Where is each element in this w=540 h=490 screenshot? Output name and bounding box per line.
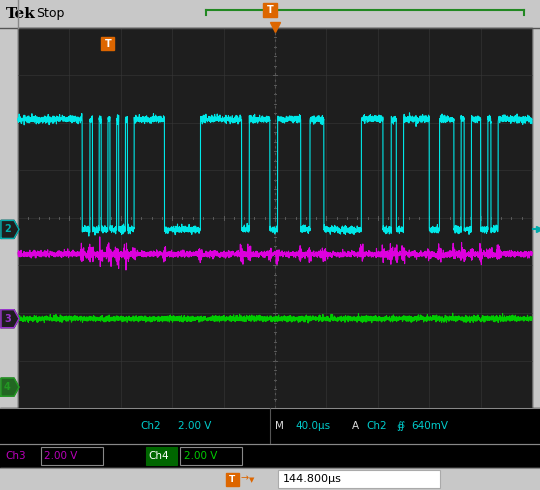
Text: Ch2: Ch2 [366, 421, 387, 431]
Text: Ch2: Ch2 [140, 421, 161, 431]
Polygon shape [1, 378, 19, 396]
Text: 3: 3 [4, 314, 11, 324]
Text: ▼: ▼ [249, 477, 254, 483]
Text: T: T [105, 39, 111, 49]
Text: 40.0μs: 40.0μs [295, 421, 330, 431]
Bar [226, 472, 239, 486]
Bar [0, 408, 540, 444]
Bar [278, 470, 440, 488]
Bar [18, 28, 532, 408]
Bar [40, 447, 103, 465]
Text: 144.800μs: 144.800μs [283, 474, 342, 484]
Text: 2.00 V: 2.00 V [184, 451, 217, 461]
Polygon shape [1, 220, 19, 239]
Text: 640mV: 640mV [411, 421, 449, 431]
Bar [0, 444, 540, 468]
Text: 2.00 V: 2.00 V [178, 421, 212, 431]
Bar [264, 3, 278, 17]
Text: Ch3: Ch3 [5, 451, 26, 461]
Text: Ch4: Ch4 [148, 451, 169, 461]
Bar [146, 447, 177, 465]
Polygon shape [1, 310, 19, 328]
Bar [0, 468, 540, 490]
Bar [0, 0, 540, 28]
Text: T: T [229, 474, 235, 484]
Bar [102, 38, 114, 50]
Text: 4: 4 [4, 382, 11, 392]
Text: A: A [352, 421, 359, 431]
Text: 2.00 V: 2.00 V [44, 451, 78, 461]
Text: 2: 2 [4, 224, 11, 234]
Bar [180, 447, 242, 465]
Text: Tek: Tek [6, 7, 36, 21]
Text: Stop: Stop [36, 7, 64, 21]
Text: M: M [275, 421, 284, 431]
Text: →: → [241, 473, 249, 483]
Text: ∯: ∯ [396, 421, 404, 431]
Text: T: T [267, 5, 274, 15]
